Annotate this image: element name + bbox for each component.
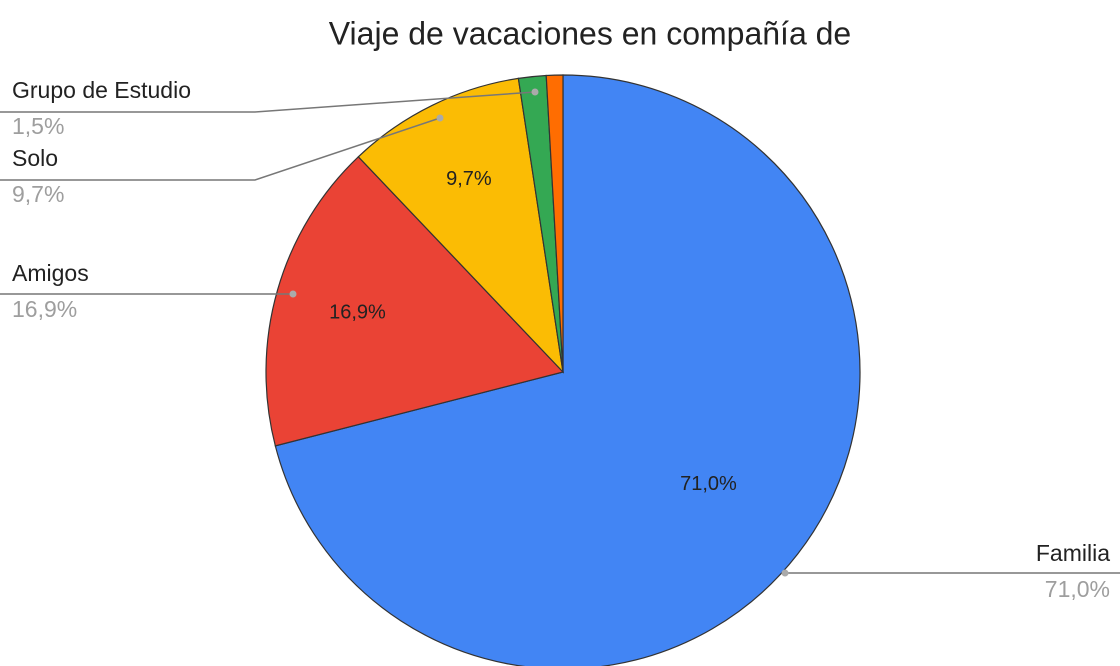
pie-slice (265, 155, 565, 447)
pie-slice (274, 74, 861, 666)
legend-label: Solo (12, 145, 58, 171)
slice-label: 16,9% (329, 301, 386, 323)
legend-label: Familia (1036, 540, 1110, 566)
leader-line (0, 91, 536, 113)
legend-value: 9,7% (12, 181, 64, 207)
leader-dot (436, 114, 444, 122)
legend-value: 16,9% (12, 296, 77, 322)
legend-value: 1,5% (12, 113, 64, 139)
chart-title: Viaje de vacaciones en compañía de (329, 15, 851, 51)
legend-value: 71,0% (1045, 576, 1110, 602)
leader-line (0, 117, 441, 181)
legend-label: Amigos (12, 260, 89, 286)
leader-dot (289, 290, 297, 298)
slice-label: 71,0% (680, 473, 737, 495)
pie-slice (545, 74, 564, 373)
legend-label: Grupo de Estudio (12, 77, 191, 103)
pie-slice (357, 77, 564, 374)
leader-dot (531, 88, 539, 96)
leader-dot (781, 569, 789, 577)
slice-label: 9,7% (446, 168, 492, 190)
